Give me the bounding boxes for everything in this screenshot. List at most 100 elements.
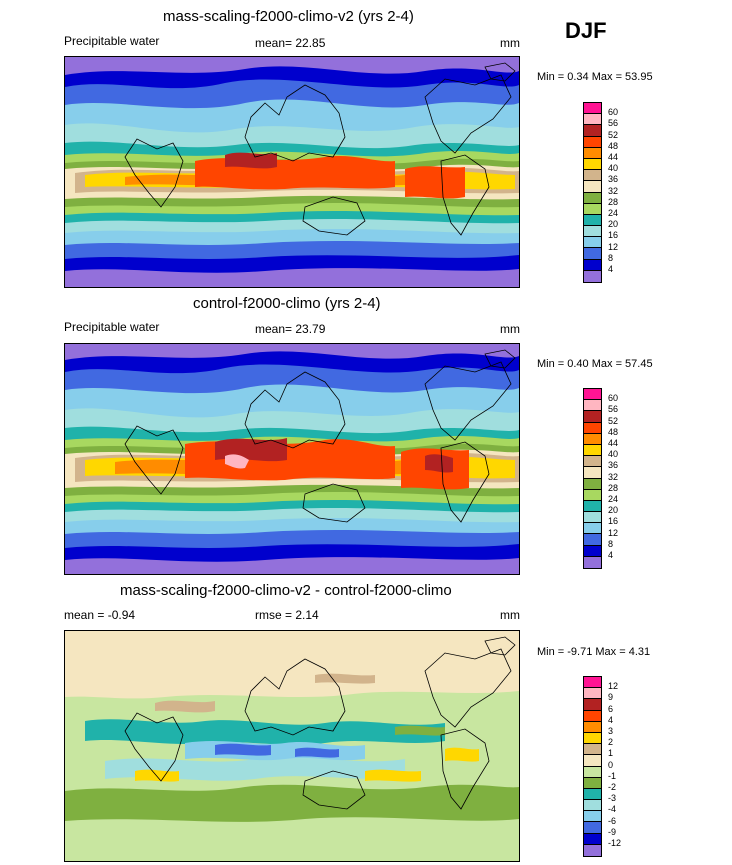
panel1-colorbar-swatch: [584, 226, 601, 238]
panel3-colorbar-swatch: [584, 744, 601, 756]
panel3-colorbar-tick-label: 1: [608, 748, 614, 759]
panel2-colorbar-swatch: [584, 422, 601, 434]
panel2-colorbar-tick-label: 32: [608, 471, 619, 482]
panel3-colorbar-swatch: [584, 721, 601, 733]
panel2-colorbar-tick-label: 12: [608, 527, 619, 538]
panel1-variable-label: Precipitable water: [64, 34, 160, 48]
panel2-variable-label: Precipitable water: [64, 320, 160, 334]
panel1-minmax-label: Min = 0.34 Max = 53.95: [537, 71, 653, 83]
panel1-colorbar-swatch: [584, 136, 601, 148]
panel1-colorbar-swatch: [584, 203, 601, 215]
panel2-colorbar-swatch: [584, 411, 601, 423]
panel3-colorbar-tick-label: 0: [608, 759, 614, 770]
panel1-colorbar-tick-label: 56: [608, 118, 619, 129]
panel1-colorbar-tick-label: 40: [608, 163, 619, 174]
panel3-colorbar-swatch: [584, 755, 601, 767]
panel2-colorbar-tick-label: 4: [608, 550, 614, 560]
panel2-colorbar-tick-label: 52: [608, 415, 619, 426]
panel2-colorbar-swatch: [584, 489, 601, 501]
panel2-mean-label: mean= 23.79: [255, 322, 326, 336]
panel2-colorbar-swatch: [584, 534, 601, 546]
panel3-colorbar: [583, 676, 602, 857]
panel2-colorbar-tick-label: 20: [608, 505, 619, 516]
panel1-colorbar: [583, 102, 602, 283]
panel2-colorbar-swatch: [584, 500, 601, 513]
season-label: DJF: [565, 18, 607, 43]
panel1-colorbar-tick-label: 12: [608, 241, 619, 252]
panel2-colorbar-swatch: [584, 433, 601, 445]
panel1-colorbar-swatch: [584, 147, 601, 159]
panel3-colorbar-swatch: [584, 833, 601, 845]
panel1-colorbar-tick-label: 8: [608, 252, 614, 263]
panel2-colorbar-swatch: [584, 400, 601, 412]
panel3-colorbar-tick-label: 4: [608, 714, 614, 725]
panel2-colorbar-swatch: [584, 478, 601, 490]
panel1-colorbar-tick-label: 20: [608, 219, 619, 230]
panel1-colorbar-tick-label: 60: [608, 107, 619, 118]
panel3-colorbar-tick-label: -4: [608, 804, 617, 815]
panel2-colorbar-tick-label: 36: [608, 460, 619, 471]
panel3-units-label: mm: [500, 608, 520, 622]
panel2-colorbar-swatch: [584, 467, 601, 479]
panel2-colorbar-tick-label: 16: [608, 516, 619, 527]
panel2-colorbar-tick-label: 24: [608, 494, 619, 504]
panel1-colorbar-swatch: [584, 248, 601, 260]
panel3-colorbar-swatch: [584, 777, 601, 789]
panel2-colorbar-tick-label: 28: [608, 482, 619, 493]
panel2-minmax-label: Min = 0.40 Max = 57.45: [537, 358, 653, 370]
panel1-colorbar-swatch: [584, 181, 601, 193]
panel1-colorbar-swatch: [584, 158, 601, 171]
panel2-colorbar-swatch: [584, 456, 601, 468]
panel3-colorbar-swatch: [584, 811, 601, 823]
panel1-title: mass-scaling-f2000-climo-v2 (yrs 2-4): [163, 8, 414, 25]
panel1-colorbar-swatch: [584, 114, 601, 126]
panel3-colorbar-swatch: [584, 766, 601, 778]
panel3-colorbar-swatch: [584, 800, 601, 812]
panel3-contour-svg: [65, 631, 519, 861]
panel2-colorbar-swatch: [584, 545, 601, 557]
panel3-colorbar-tick-label: -12: [608, 838, 622, 848]
panel1-colorbar-tick-label: 28: [608, 196, 619, 207]
panel3-colorbar-swatch: [584, 677, 601, 689]
panel2-colorbar-swatch: [584, 444, 601, 457]
panel3-colorbar-tick-label: 6: [608, 703, 614, 714]
panel1-colorbar-swatch: [584, 103, 601, 115]
panel3-rmse-label: rmse = 2.14: [255, 608, 319, 622]
panel2-colorbar-swatch: [584, 512, 601, 524]
panel2-title: control-f2000-climo (yrs 2-4): [193, 295, 381, 312]
panel2-colorbar-swatch: [584, 523, 601, 535]
panel1-colorbar-tick-label: 44: [608, 152, 619, 162]
panel3-minmax-label: Min = -9.71 Max = 4.31: [537, 646, 651, 658]
panel3-colorbar-tick-label: -2: [608, 782, 617, 792]
panel2-colorbar-tick-label: 60: [608, 393, 619, 404]
panel3-colorbar-tick-label: -9: [608, 826, 617, 837]
panel3-colorbar-tick-label: -1: [608, 770, 617, 781]
panel3-colorbar-swatch: [584, 822, 601, 834]
panel2-units-label: mm: [500, 322, 520, 336]
panel1-colorbar-tick-label: 32: [608, 185, 619, 196]
panel1-colorbar-swatch: [584, 259, 601, 271]
panel1-colorbar-tick-label: 16: [608, 230, 619, 241]
panel1-colorbar-swatch: [584, 192, 601, 204]
panel3-colorbar-tick-label: 3: [608, 726, 614, 736]
panel1-colorbar-swatch: [584, 237, 601, 249]
panel1-colorbar-tick-label: 4: [608, 264, 614, 274]
panel1-colorbar-tick-label: 52: [608, 129, 619, 140]
panel3-map: [64, 630, 520, 862]
panel3-title: mass-scaling-f2000-climo-v2 - control-f2…: [120, 582, 452, 599]
panel1-mean-label: mean= 22.85: [255, 36, 326, 50]
panel2-colorbar-tick-label: 44: [608, 438, 619, 448]
panel2-map: [64, 343, 520, 575]
panel1-colorbar-tick-label: 36: [608, 174, 619, 185]
panel1-colorbar-swatch: [584, 125, 601, 137]
panel1-map: [64, 56, 520, 288]
panel2-contour-svg: [65, 344, 519, 574]
panel2-colorbar-tick-label: 56: [608, 404, 619, 415]
panel1-contour-svg: [65, 57, 519, 287]
panel3-mean-label: mean = -0.94: [64, 608, 136, 622]
panel1-colorbar-swatch: [584, 170, 601, 182]
panel3-colorbar-tick-label: -3: [608, 793, 617, 804]
panel2-colorbar-swatch: [584, 556, 601, 568]
panel1-colorbar-swatch: [584, 270, 601, 282]
panel3-colorbar-swatch: [584, 788, 601, 801]
